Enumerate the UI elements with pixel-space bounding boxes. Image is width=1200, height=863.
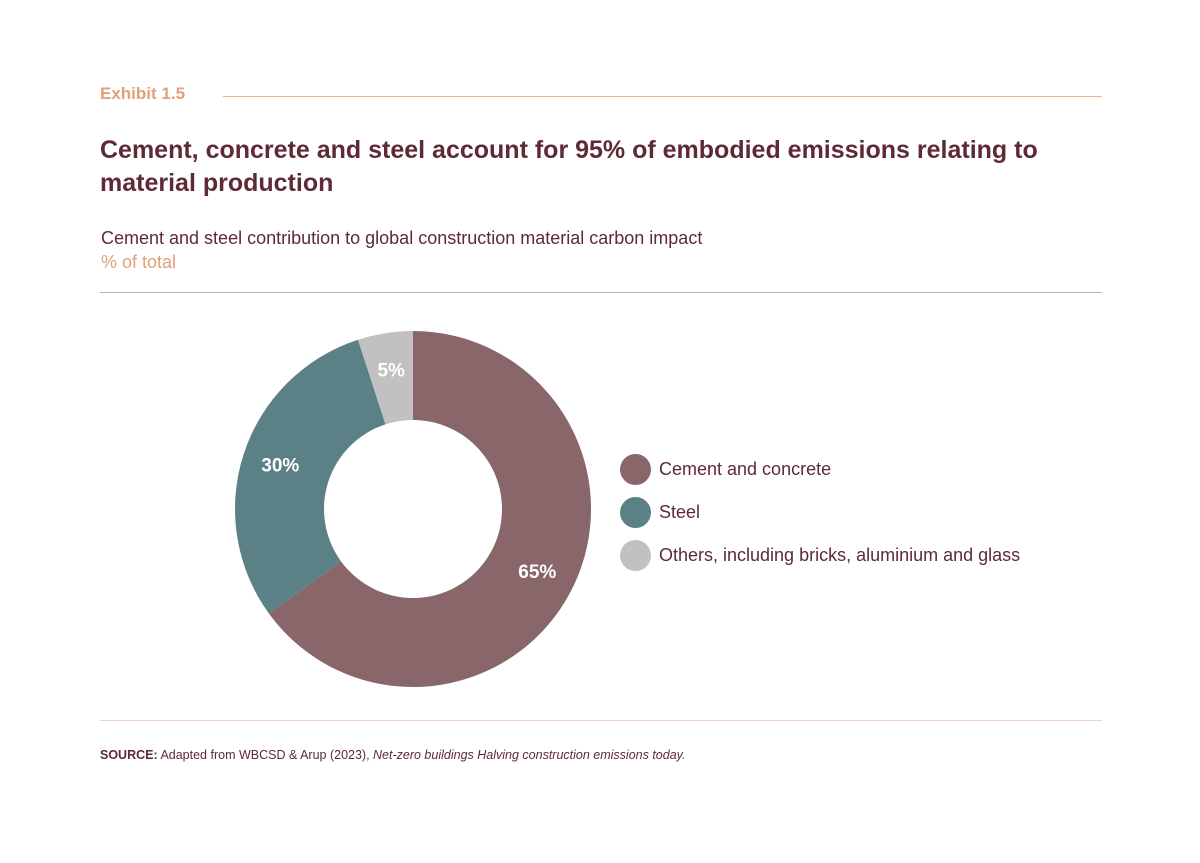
chart-unit-label: % of total [101, 252, 177, 272]
donut-slice-steel [235, 339, 386, 614]
legend-swatch-steel [620, 497, 651, 528]
legend-label-cement: Cement and concrete [659, 459, 832, 479]
legend-swatch-cement [620, 454, 651, 485]
legend-item-cement: Cement and concrete [620, 448, 1020, 491]
source-title: Net-zero buildings Halving construction … [373, 748, 686, 762]
legend-label-steel: Steel [659, 502, 701, 522]
donut-slice-others [357, 331, 413, 425]
legend-item-steel: Steel [620, 491, 1020, 534]
exhibit-header: Exhibit 1.5 [100, 84, 1102, 110]
source-key: SOURCE: [100, 748, 158, 762]
legend-swatch-others [620, 540, 651, 571]
top-divider [100, 292, 1102, 293]
legend-item-others: Others, including bricks, aluminium and … [620, 534, 1020, 577]
legend-label-others: Others, including bricks, aluminium and … [659, 545, 1021, 565]
donut-slice-cement [268, 331, 591, 687]
chart-subtitle: Cement and steel contribution to global … [101, 228, 703, 248]
source-note: SOURCE: Adapted from WBCSD & Arup (2023)… [100, 748, 685, 762]
donut-label-steel: 30% [261, 455, 299, 476]
exhibit-label: Exhibit 1.5 [100, 84, 186, 103]
donut-label-cement: 65% [518, 562, 556, 583]
source-text: Adapted from WBCSD & Arup (2023), [157, 748, 374, 762]
page-title: Cement, concrete and steel account for 9… [100, 136, 1038, 197]
donut-label-others: 5% [377, 361, 405, 382]
bottom-divider [100, 720, 1102, 721]
exhibit-divider [223, 96, 1102, 97]
chart-legend: Cement and concrete Steel Others, includ… [620, 448, 1020, 577]
